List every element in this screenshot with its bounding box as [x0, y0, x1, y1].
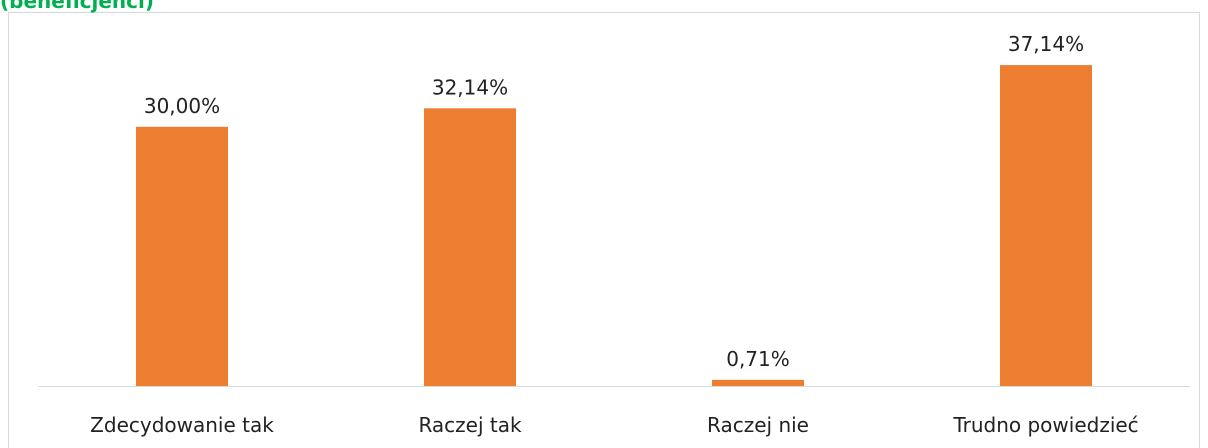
x-tick-label: Zdecydowanie tak	[90, 413, 274, 437]
data-label: 0,71%	[726, 347, 790, 371]
bar	[424, 108, 516, 387]
data-label: 32,14%	[432, 75, 508, 99]
x-tick-label: Trudno powiedzieć	[952, 413, 1138, 437]
x-tick-label: Raczej nie	[707, 413, 809, 437]
chart-frame	[8, 12, 1200, 448]
bar	[712, 379, 804, 386]
data-label: 30,00%	[144, 94, 220, 118]
bar	[1000, 65, 1092, 386]
chart-title: (beneficjenci)	[0, 0, 154, 13]
data-label: 37,14%	[1008, 32, 1084, 56]
x-tick-label: Raczej tak	[418, 413, 522, 437]
bar	[136, 126, 228, 387]
